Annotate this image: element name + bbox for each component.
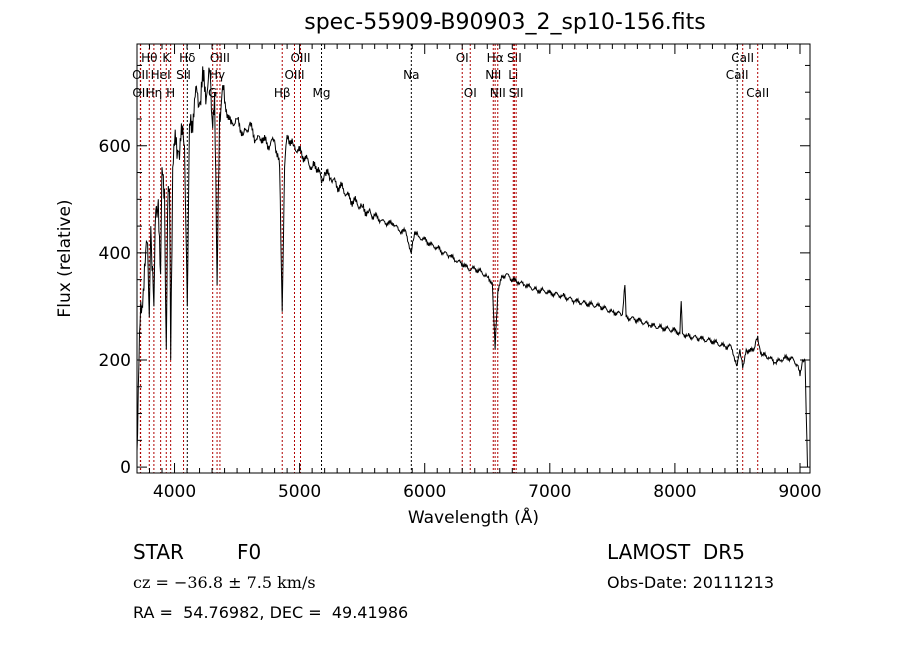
line-label: OI xyxy=(456,51,469,65)
survey-label: LAMOST DR5 xyxy=(607,540,745,564)
line-label: Hα xyxy=(487,51,504,65)
line-label: SII xyxy=(509,86,524,100)
x-tick-label: 5000 xyxy=(278,482,321,502)
line-label: CaII xyxy=(726,68,749,82)
line-label: OII xyxy=(132,68,149,82)
x-tick-label: 4000 xyxy=(153,482,196,502)
line-label: OIII xyxy=(210,51,230,65)
x-tick-label: 6000 xyxy=(403,482,446,502)
line-label: Na xyxy=(403,68,419,82)
line-label: Mg xyxy=(313,86,331,100)
line-label: Hδ xyxy=(179,51,195,65)
line-label: Hγ xyxy=(209,68,225,82)
line-label: SII xyxy=(507,51,522,65)
line-label: OIII xyxy=(290,51,310,65)
line-label: SII xyxy=(176,68,191,82)
line-label: Hθ xyxy=(141,51,157,65)
line-label: NII xyxy=(490,86,506,100)
y-tick-label: 400 xyxy=(99,244,131,264)
x-tick-label: 7000 xyxy=(528,482,571,502)
line-label: HeI xyxy=(151,68,171,82)
x-axis-label: Wavelength (Å) xyxy=(408,506,539,528)
line-label: K xyxy=(162,51,171,65)
line-label: OII xyxy=(132,86,149,100)
line-label: OI xyxy=(464,86,477,100)
line-label: CaII xyxy=(746,86,769,100)
object-class: STAR xyxy=(133,540,184,564)
line-label: Hβ xyxy=(274,86,291,100)
redshift-text: cz = −36.8 ± 7.5 km/s xyxy=(133,573,316,592)
line-label: Li xyxy=(508,68,518,82)
line-label: CaII xyxy=(731,51,754,65)
x-tick-label: 8000 xyxy=(653,482,696,502)
spectrum-line xyxy=(136,66,808,468)
y-tick-label: 200 xyxy=(99,351,131,371)
obs-date: Obs-Date: 20111213 xyxy=(607,573,775,592)
y-tick-label: 600 xyxy=(99,137,131,157)
x-tick-label: 9000 xyxy=(778,482,821,502)
y-tick-label: 0 xyxy=(120,458,131,478)
coordinates-text: RA = 54.76982, DEC = 49.41986 xyxy=(133,603,409,622)
chart-title: spec-55909-B90903_2_sp10-156.fits xyxy=(304,10,706,35)
line-label: Hη xyxy=(146,86,163,100)
plot-frame xyxy=(136,43,811,474)
line-label: H xyxy=(166,86,175,100)
line-label: G xyxy=(208,86,217,100)
line-label: NII xyxy=(485,68,501,82)
object-subclass: F0 xyxy=(237,540,262,564)
line-label: OIII xyxy=(284,68,304,82)
y-axis-label: Flux (relative) xyxy=(55,199,75,317)
